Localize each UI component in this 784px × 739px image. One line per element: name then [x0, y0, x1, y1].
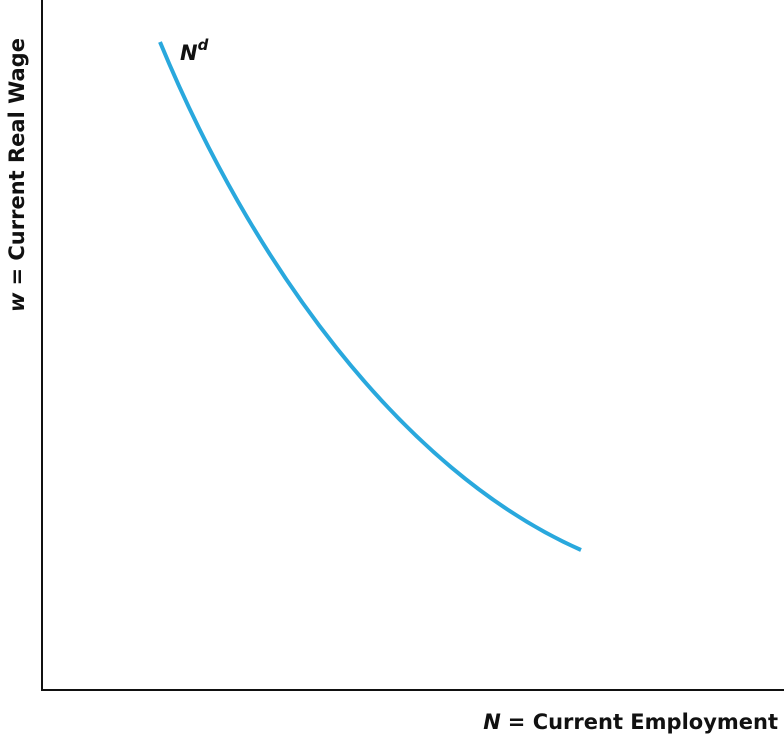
curve-label-main: N — [180, 41, 198, 65]
y-axis-text: = Current Real Wage — [5, 38, 29, 285]
curve-label: Nd — [180, 36, 209, 65]
y-axis-variable: w — [5, 292, 29, 312]
x-axis-variable: N — [483, 710, 501, 734]
x-axis-text: = Current Employment — [508, 710, 778, 734]
curve-label-superscript: d — [198, 36, 209, 54]
x-axis-label: N = Current Employment — [483, 710, 778, 734]
demand-curve — [158, 41, 582, 552]
y-axis-label: w = Current Real Wage — [5, 38, 29, 312]
